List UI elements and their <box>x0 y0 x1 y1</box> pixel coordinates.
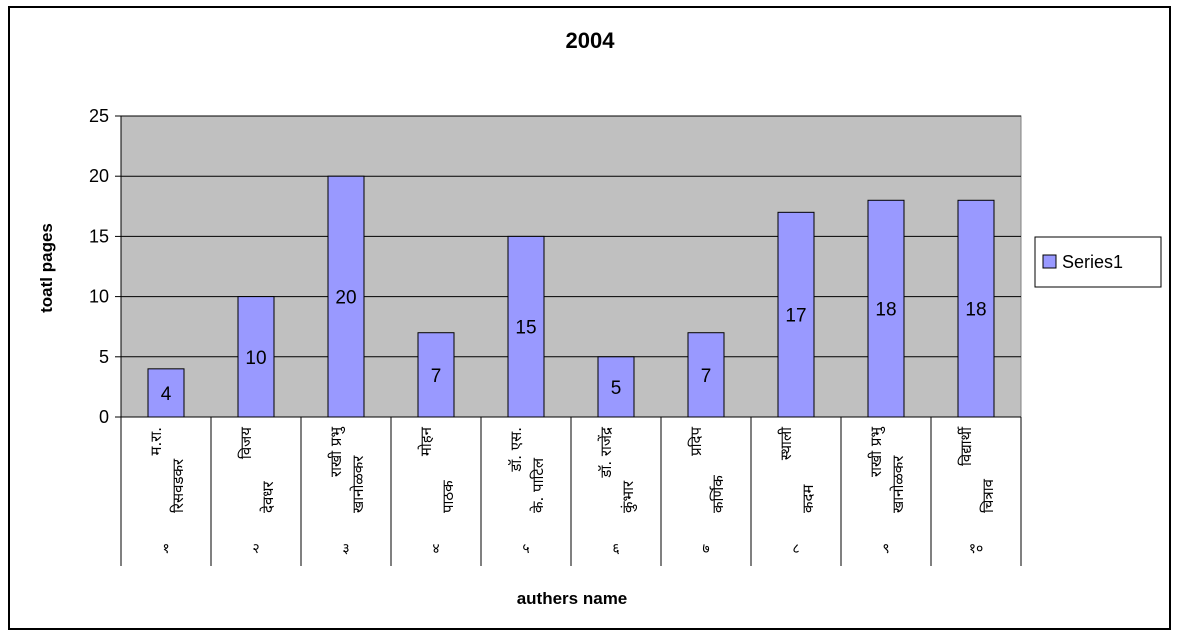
category-name-line1: राखी प्रभु <box>867 426 886 477</box>
y-tick-label: 10 <box>89 287 109 307</box>
legend-label: Series1 <box>1062 252 1123 272</box>
data-label: 10 <box>245 348 266 369</box>
category-name-line1: स्थाली <box>777 426 795 460</box>
data-label: 18 <box>875 300 896 321</box>
bar <box>507 235 545 418</box>
category-name-line2: कर्णिक <box>709 475 727 513</box>
category-name-line1: डॉ. राजेंद्र <box>597 426 615 479</box>
category-number: ३ <box>342 541 349 557</box>
category-name-line1: डॉ. एस. <box>507 427 525 473</box>
data-label: 15 <box>515 318 536 339</box>
category-number: ९ <box>882 541 889 557</box>
category-number: ८ <box>792 541 799 557</box>
category-name-line1: प्रदिप <box>687 427 705 456</box>
category-name-line1: विद्यार्थी <box>957 426 975 466</box>
category-number: १० <box>969 541 984 557</box>
y-tick-label: 15 <box>89 226 109 246</box>
category-number: ६ <box>612 541 619 557</box>
category-name-line2: रिसवडकर <box>169 458 187 513</box>
bar <box>687 332 725 418</box>
category-number: ७ <box>702 541 709 557</box>
bar <box>867 199 905 418</box>
data-label: 18 <box>965 300 986 321</box>
category-name-line2: के. पाटिल <box>529 457 547 513</box>
bar <box>147 368 185 418</box>
category-name-line2: खानोळकर <box>349 455 367 513</box>
bar <box>957 199 995 418</box>
y-axis-title: toatl pages <box>37 223 56 313</box>
data-label: 7 <box>431 366 442 387</box>
legend: Series1 <box>1034 236 1162 288</box>
y-tick-label: 20 <box>89 166 109 186</box>
bar <box>597 356 635 418</box>
category-name-line2: चित्राव <box>979 478 997 513</box>
bar <box>417 332 455 418</box>
category-number: १ <box>162 541 169 557</box>
bar <box>237 296 275 418</box>
legend-swatch <box>1042 254 1057 269</box>
y-tick-label: 0 <box>99 407 109 427</box>
data-label: 5 <box>611 378 622 399</box>
category-name-line2: कदम <box>799 484 817 513</box>
chart-title: 2004 <box>566 28 616 53</box>
category-name-line1: मोहन <box>417 426 435 456</box>
data-label: 17 <box>785 306 806 327</box>
category-name-line2: पाठक <box>439 480 457 513</box>
data-label: 7 <box>701 366 712 387</box>
category-number: २ <box>252 541 259 557</box>
category-number: ५ <box>522 541 529 557</box>
category-name-line1: राखी प्रभु <box>327 426 346 477</box>
category-name-line1: म.रा. <box>147 427 165 456</box>
bar <box>777 211 815 418</box>
category-name-line2: खानोळकर <box>889 455 907 513</box>
category-name-line1: विजय <box>237 427 255 459</box>
data-label: 20 <box>335 288 356 309</box>
y-tick-label: 25 <box>89 106 109 126</box>
data-label: 4 <box>161 384 172 405</box>
y-tick-label: 5 <box>99 347 109 367</box>
category-number: ४ <box>432 541 439 557</box>
category-name-line2: देवधर <box>259 480 277 513</box>
category-name-line2: कुंभार <box>619 480 638 513</box>
bar <box>327 175 365 418</box>
x-axis-title: authers name <box>517 589 628 608</box>
